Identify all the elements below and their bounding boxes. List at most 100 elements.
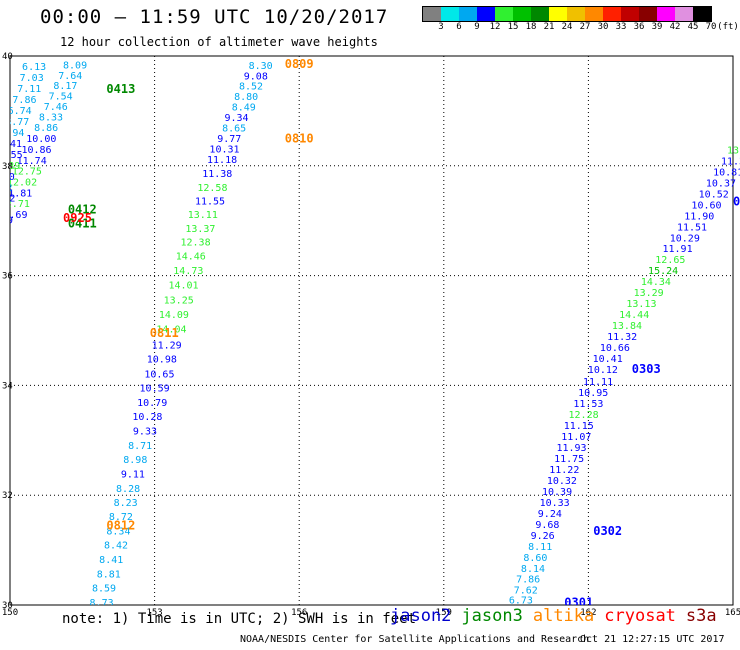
colorbar-label: 21: [543, 22, 555, 32]
wave-height-value: 10.52: [699, 189, 729, 200]
pass-time-label: 0: [733, 194, 740, 208]
generated-timestamp: Oct 21 12:27:15 UTC 2017: [580, 634, 725, 645]
wave-height-value: 13.25: [164, 295, 194, 306]
colorbar-label: 45: [687, 22, 699, 32]
wave-height-value: 8.23: [114, 498, 138, 509]
pass-time-label: 0303: [632, 362, 661, 376]
x-tick-label: 156: [291, 608, 307, 618]
legend-item-cryosat: cryosat: [604, 606, 676, 626]
colorbar-swatch: [585, 7, 603, 21]
wave-height-value: 10.59: [140, 384, 170, 395]
wave-height-value: 9.26: [531, 531, 555, 542]
wave-height-value: 8.72: [109, 512, 133, 523]
wave-height-value: 11.29: [152, 340, 182, 351]
wave-height-value: 12.71: [0, 199, 30, 210]
colorbar-swatch: [675, 7, 693, 21]
wave-height-value: 14.34: [641, 277, 671, 288]
wave-height-value: 8.41: [99, 555, 123, 566]
wave-height-value: 10.41: [593, 354, 623, 365]
wave-height-value: 11.22: [549, 465, 579, 476]
wave-height-value: 10.86: [21, 145, 51, 156]
wave-height-value: 8.32: [0, 183, 12, 194]
wave-height-value: 11.38: [202, 169, 232, 180]
wave-height-value: 9.33: [133, 427, 157, 438]
wave-height-value: 11.18: [207, 155, 237, 166]
wave-height-value: 11.11: [583, 377, 613, 388]
pass-time-label: 0811: [150, 326, 179, 340]
wave-height-value: 7.46: [44, 102, 68, 113]
wave-height-value: 11.32: [607, 332, 637, 343]
wave-height-value: 10.79: [137, 398, 167, 409]
wave-height-value: 13.37: [185, 224, 215, 235]
y-tick-label: 36: [2, 272, 13, 282]
wave-height-value: 8.52: [239, 82, 263, 93]
wave-height-value: 11.90: [684, 211, 714, 222]
colorbar-label: 24: [561, 22, 573, 32]
wave-height-value: 10.37: [706, 178, 736, 189]
wave-height-value: 8.80: [234, 92, 258, 103]
wave-height-value: 12.65: [655, 255, 685, 266]
wave-height-value: 10.32: [547, 476, 577, 487]
colorbar-label: 6: [456, 22, 462, 32]
wave-height-value: 10.12: [588, 365, 618, 376]
wave-height-value: 8.28: [116, 484, 140, 495]
colorbar-swatch: [657, 7, 675, 21]
wave-height-value: 12.75: [12, 166, 42, 177]
wave-height-value: 11.15: [564, 421, 594, 432]
wave-height-value: 9.41: [0, 139, 22, 150]
colorbar-units: (ft): [717, 22, 739, 32]
wave-height-value: 10.60: [691, 200, 721, 211]
wave-height-value: 10.95: [578, 388, 608, 399]
wave-height-value: 8.98: [123, 455, 147, 466]
wave-height-value: 10.55: [0, 150, 23, 161]
wave-height-value: 9.89: [0, 205, 10, 216]
x-tick-label: 162: [580, 608, 596, 618]
wave-height-value: 9.34: [224, 113, 248, 124]
wave-height-value: 10.82: [0, 194, 15, 205]
wave-height-value: 11.74: [17, 156, 47, 167]
wave-height-value: 6.73: [509, 596, 533, 607]
colorbar-label: 12: [489, 22, 501, 32]
colorbar-swatch: [621, 7, 639, 21]
legend-item-s3a: s3a: [685, 606, 717, 626]
pass-time-label: 0809: [285, 57, 314, 71]
pass-time-label: 0810: [285, 131, 314, 145]
wave-height-value: 11.55: [195, 196, 225, 207]
wave-height-value: 8.59: [92, 584, 116, 595]
wave-height-value: 10.65: [144, 369, 174, 380]
wave-height-value: 8.09: [63, 60, 87, 71]
y-tick-label: 40: [2, 52, 13, 62]
wave-height-value: 7.11: [17, 84, 41, 95]
colorbar-swatch: [513, 7, 531, 21]
wave-height-value: 10.29: [670, 233, 700, 244]
colorbar-label: 70: [705, 22, 717, 32]
wave-height-value: 13.29: [634, 288, 664, 299]
wave-height-value: 12.28: [569, 410, 599, 421]
wave-height-value: 7.62: [514, 586, 538, 597]
wave-height-value: 12.39: [0, 161, 20, 172]
wave-height-value: 7.94: [0, 128, 24, 139]
colorbar-label: 42: [669, 22, 681, 32]
colorbar: [422, 6, 712, 22]
wave-height-value: 11.93: [556, 443, 586, 454]
wave-height-value: 8.60: [523, 553, 547, 564]
wave-height-value: 11.3: [721, 156, 740, 167]
wave-height-value: 13.11: [188, 210, 218, 221]
credit-line: NOAA/NESDIS Center for Satellite Applica…: [240, 634, 590, 645]
pass-time-label: 0812: [106, 518, 135, 532]
wave-height-value: 10.66: [600, 343, 630, 354]
page-subtitle: 12 hour collection of altimeter wave hei…: [60, 35, 378, 49]
x-tick-label: 153: [146, 608, 162, 618]
wave-height-value: 11.81: [2, 188, 32, 199]
wave-height-value: 9.77: [217, 134, 241, 145]
footer-note: note: 1) Time is in UTC; 2) SWH is in fe…: [62, 611, 417, 627]
wave-height-value: 8.77: [5, 117, 29, 128]
wave-height-value: 15.24: [648, 266, 678, 277]
wave-height-value: 9.11: [121, 469, 145, 480]
pass-time-label: 0925: [63, 211, 92, 225]
colorbar-swatch: [549, 7, 567, 21]
wave-height-value: 8.11: [528, 542, 552, 553]
colorbar-swatch: [423, 7, 441, 21]
wave-height-value: 8.73: [90, 598, 114, 609]
wave-height-value: 10.39: [0, 216, 13, 227]
